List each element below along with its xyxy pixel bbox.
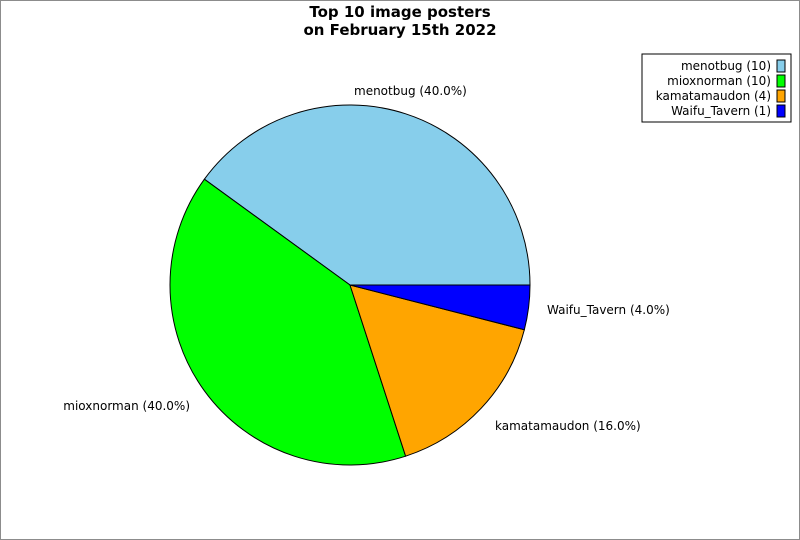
- pie-slice: [169, 178, 407, 466]
- chart-title-line-2: on February 15th 2022: [303, 21, 496, 39]
- legend-label: menotbug (10): [681, 59, 771, 73]
- pie-slice: [203, 104, 531, 286]
- legend-swatch: [776, 89, 786, 103]
- pie-slice: [349, 284, 525, 457]
- chart-title-line-1: Top 10 image posters: [309, 3, 490, 21]
- pie-slices: [169, 104, 531, 466]
- legend-box: [641, 53, 792, 123]
- pie-slice: [349, 284, 531, 331]
- legend-label: Waifu_Tavern (1): [671, 104, 771, 118]
- chart-legend: menotbug (10)mioxnorman (10)kamatamaudon…: [641, 53, 792, 123]
- slice-label: menotbug (40.0%): [354, 84, 467, 98]
- pie-slice-labels: menotbug (40.0%) mioxnorman (40.0%) kamata…: [63, 84, 670, 433]
- legend-label: mioxnorman (10): [667, 74, 771, 88]
- legend-swatch: [776, 59, 786, 73]
- slice-label: mioxnorman (40.0%): [63, 399, 190, 413]
- slice-label: Waifu_Tavern (4.0%): [547, 303, 670, 317]
- legend-swatch: [776, 104, 786, 118]
- slice-label: kamatamaudon (16.0%): [495, 419, 641, 433]
- legend-label: kamatamaudon (4): [656, 89, 771, 103]
- legend-swatch: [776, 74, 786, 88]
